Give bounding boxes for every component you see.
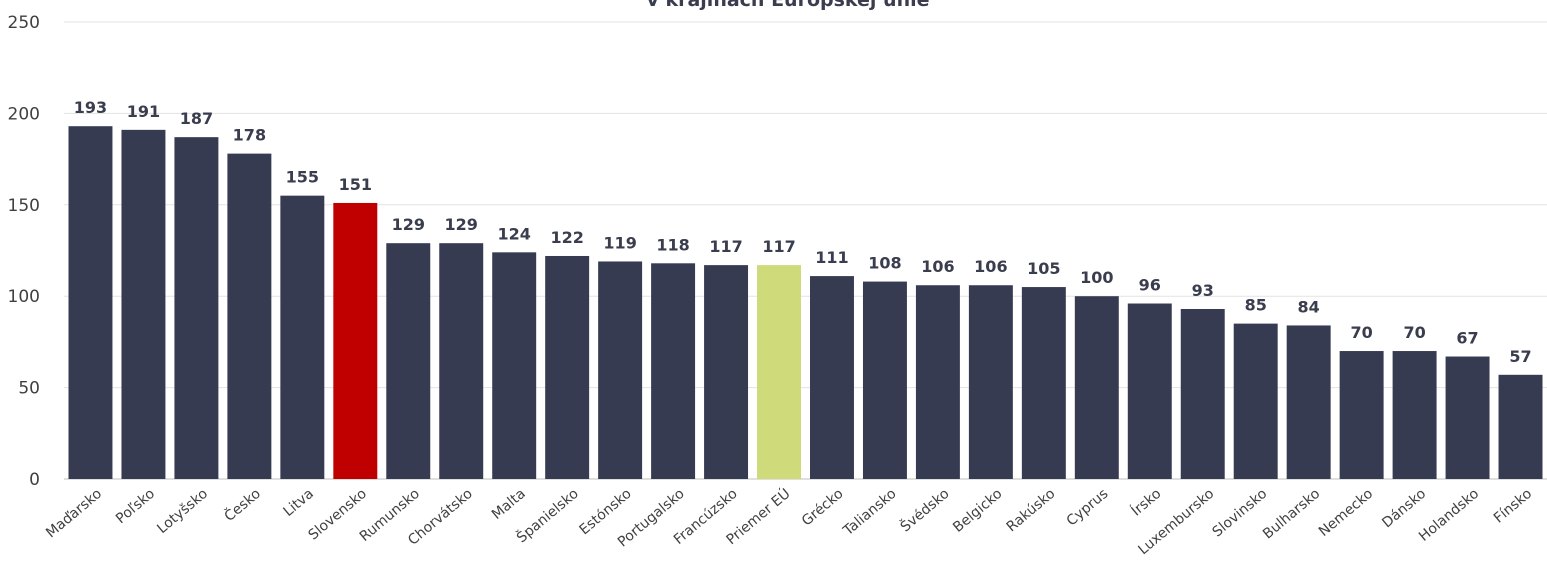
data-label: 117: [762, 237, 795, 256]
y-tick-label: 200: [8, 104, 40, 124]
x-tick-label: Maďarsko: [43, 486, 105, 542]
bar: [598, 261, 643, 479]
bar: [1021, 287, 1066, 479]
data-label: 155: [286, 168, 319, 187]
bar: [1180, 308, 1225, 479]
y-tick-label: 100: [8, 287, 40, 307]
bar: [651, 263, 696, 479]
x-tick-label: Švédsko: [896, 484, 952, 535]
data-label: 122: [550, 228, 583, 247]
bar: [1498, 374, 1543, 479]
bar: [227, 153, 272, 479]
bar: [1286, 325, 1331, 479]
bar: [704, 265, 749, 479]
data-label: 57: [1509, 347, 1531, 366]
x-tick-label: Malta: [489, 486, 529, 523]
bar: [968, 285, 1013, 479]
data-label: 129: [392, 215, 425, 234]
data-label: 85: [1245, 296, 1267, 315]
bar: [1233, 323, 1278, 479]
x-tick-label: Lotyšsko: [154, 486, 211, 537]
bar: [757, 265, 801, 479]
bar: [862, 281, 907, 479]
data-label: 70: [1350, 323, 1372, 342]
data-label: 118: [656, 235, 689, 254]
y-tick-label: 50: [18, 379, 40, 399]
bar: [915, 285, 960, 479]
x-tick-label: Belgicko: [950, 486, 1005, 536]
data-label: 100: [1080, 268, 1113, 287]
bar: [1074, 296, 1119, 479]
x-tick-label: Cyprus: [1064, 486, 1112, 530]
data-label: 191: [127, 102, 160, 121]
bar: [174, 137, 219, 479]
x-tick-label: Nemecko: [1316, 486, 1376, 540]
data-label: 129: [445, 215, 478, 234]
x-tick-label: Grécko: [799, 486, 847, 530]
data-label: 106: [921, 257, 954, 276]
bar: [810, 276, 854, 479]
bar: [1445, 356, 1490, 479]
data-label: 119: [603, 233, 636, 252]
bar: [439, 243, 484, 479]
bar: [492, 252, 537, 479]
data-labels: 193 191 187 178 155 151 129 129 124 122 119 118 117 1…: [74, 98, 1532, 366]
x-tick-label: Poľsko: [113, 486, 158, 527]
bars: [68, 126, 1543, 480]
x-tick-label: Rakúsko: [1004, 486, 1059, 536]
bar: [1127, 303, 1172, 479]
data-label: 117: [709, 237, 742, 256]
y-tick-label: 250: [8, 13, 40, 33]
data-label: 124: [497, 224, 530, 243]
y-axis-ticks: 0 50 100 150 200 250: [8, 13, 40, 490]
x-tick-label: Litva: [281, 486, 317, 520]
x-tick-label: Bulharsko: [1260, 486, 1323, 543]
bar: [1339, 351, 1384, 479]
x-tick-label: Fínsko: [1491, 486, 1535, 527]
data-label: 93: [1192, 281, 1214, 300]
data-label: 84: [1298, 297, 1320, 316]
bar: [121, 129, 166, 480]
data-label: 178: [233, 126, 266, 145]
y-tick-label: 0: [29, 470, 40, 490]
bar: [386, 243, 431, 479]
chart-title: v krajinách Európskej únie: [646, 0, 929, 11]
bar: [280, 195, 325, 479]
data-label: 67: [1456, 329, 1478, 348]
bar: [68, 126, 113, 480]
y-tick-label: 150: [8, 196, 40, 216]
x-tick-label: Dánsko: [1379, 486, 1429, 531]
data-label: 193: [74, 98, 107, 117]
data-label: 187: [180, 109, 213, 128]
x-tick-label: Írsko: [1128, 485, 1164, 519]
data-label: 106: [974, 257, 1007, 276]
data-label: 70: [1403, 323, 1425, 342]
data-label: 96: [1139, 276, 1161, 295]
x-tick-label: Taliansko: [840, 486, 900, 540]
data-label: 108: [868, 254, 901, 273]
bar: [1392, 351, 1437, 479]
x-tick-label: Česko: [220, 484, 264, 525]
data-label: 105: [1027, 259, 1060, 278]
data-label: 111: [815, 248, 848, 267]
bar: [333, 202, 378, 480]
bar: [545, 255, 590, 479]
data-label: 151: [339, 175, 372, 194]
